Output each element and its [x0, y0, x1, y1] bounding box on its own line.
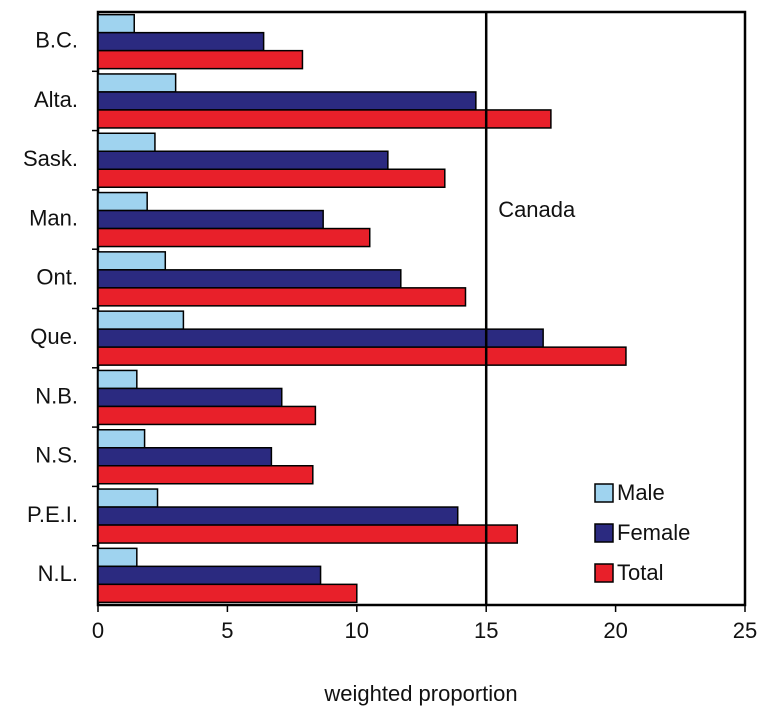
y-tick-label: Sask. [23, 146, 78, 171]
bar [97, 287, 467, 307]
x-tick-label: 0 [92, 618, 104, 643]
bar [97, 209, 324, 230]
bar [97, 73, 177, 93]
y-tick-label: Man. [29, 205, 78, 230]
y-tick-label: N.B. [35, 383, 78, 408]
y-tick-label: B.C. [35, 27, 78, 52]
y-tick-label: N.L. [38, 561, 78, 586]
bar [97, 49, 304, 70]
bar [97, 387, 283, 408]
bar [97, 168, 446, 188]
reference-label: Canada [498, 197, 576, 222]
bar [97, 346, 627, 366]
x-axis-label: weighted proportion [323, 681, 517, 706]
legend-label: Female [617, 520, 690, 545]
legend-swatch [594, 483, 614, 503]
bar [97, 251, 167, 271]
y-tick-label: N.S. [35, 443, 78, 468]
bar [97, 547, 138, 568]
bar [97, 109, 552, 129]
bar [97, 506, 459, 526]
y-tick-label: Que. [30, 324, 78, 349]
x-tick-label: 20 [603, 618, 627, 643]
bar [97, 310, 185, 330]
y-tick-label: P.E.I. [27, 502, 78, 527]
y-tick-label: Alta. [34, 87, 78, 112]
bar [97, 13, 135, 34]
x-tick-label: 15 [474, 618, 498, 643]
bar [97, 132, 156, 152]
bar [97, 369, 138, 390]
bar [97, 447, 273, 467]
y-tick-label: Ont. [36, 265, 78, 290]
legend-label: Total [617, 560, 663, 585]
legend-swatch [594, 563, 614, 583]
bar [97, 488, 159, 508]
bar [97, 269, 402, 289]
x-tick-label: 25 [733, 618, 757, 643]
x-tick-label: 5 [221, 618, 233, 643]
bar [97, 524, 519, 544]
bar [97, 429, 146, 449]
bar [97, 191, 148, 212]
legend-label: Male [617, 480, 665, 505]
bar [97, 405, 317, 426]
bar [97, 583, 358, 604]
legend-swatch [594, 523, 614, 543]
bar [97, 150, 389, 170]
bar [97, 328, 544, 348]
x-tick-label: 10 [345, 618, 369, 643]
bar [97, 227, 371, 248]
bar [97, 565, 322, 586]
bar [97, 465, 314, 485]
bar [97, 91, 477, 111]
bar [97, 31, 265, 52]
